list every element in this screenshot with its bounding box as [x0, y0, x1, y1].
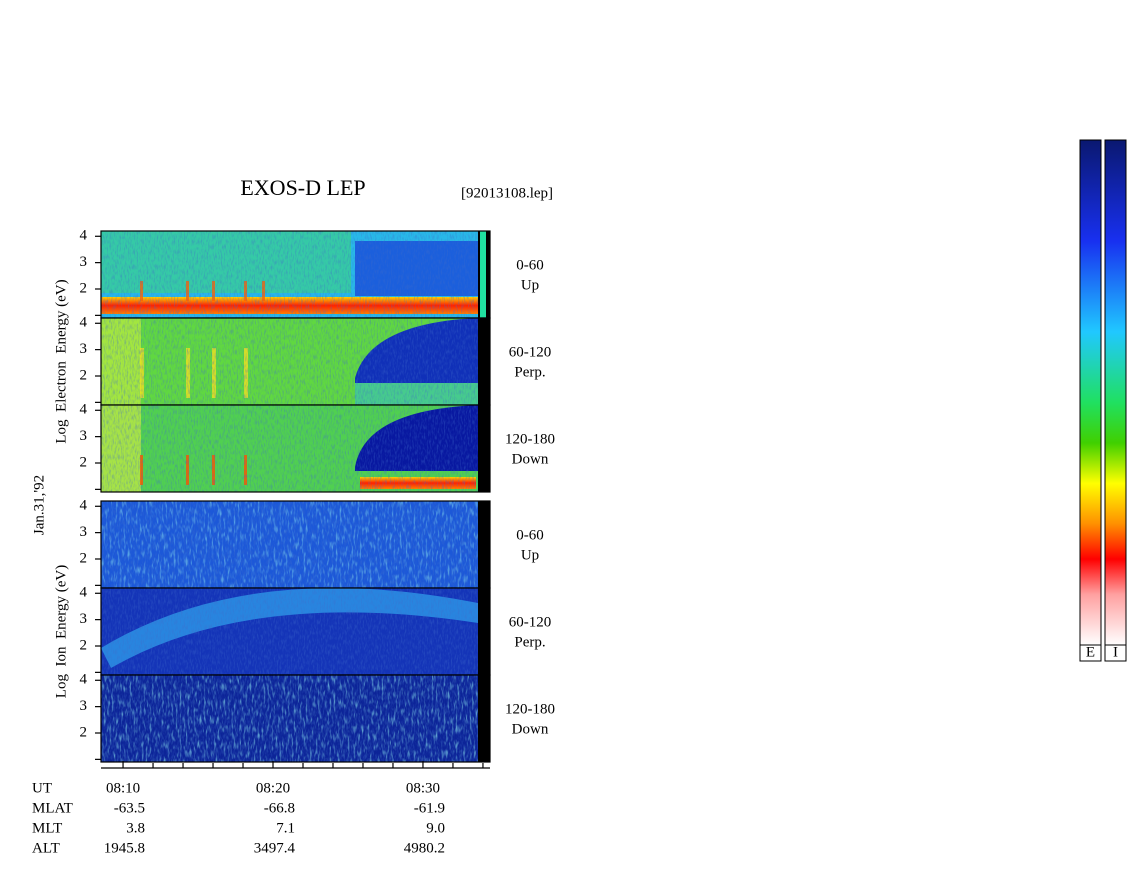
spectrum-noise — [101, 588, 478, 675]
no-data-strip — [478, 501, 490, 588]
row-value: 7.1 — [276, 820, 295, 836]
row-value: 4980.2 — [404, 840, 445, 856]
panel — [100, 500, 491, 589]
row-value: 3.8 — [126, 820, 145, 836]
panel-label: Up — [521, 547, 539, 563]
panel — [100, 404, 491, 493]
y-tick-label: 2 — [80, 724, 88, 740]
row-value: 3497.4 — [254, 840, 296, 856]
panel — [100, 674, 491, 763]
panel-label: 120-180 — [505, 431, 555, 447]
spectrum-noise — [101, 318, 478, 405]
y-tick-label: 3 — [80, 428, 88, 444]
row-value: 1945.8 — [104, 840, 145, 856]
panel — [100, 317, 491, 406]
no-data-strip — [480, 231, 486, 318]
row-label: ALT — [32, 840, 60, 856]
date-label: Jan.31,'92 — [31, 475, 47, 535]
panel-label: 0-60 — [516, 527, 544, 543]
y-tick-label: 4 — [80, 402, 88, 418]
panel-label: 120-180 — [505, 701, 555, 717]
spectrum-noise — [101, 231, 478, 318]
y-tick-label: 2 — [80, 637, 88, 653]
colorbars — [1079, 139, 1127, 662]
colorbar-label-box — [1079, 644, 1102, 662]
spectrum-noise — [101, 675, 478, 762]
x-tick-label: 08:10 — [106, 780, 140, 796]
y-tick-label: 4 — [80, 585, 88, 601]
row-label: UT — [32, 780, 52, 796]
chart-title: EXOS-D LEP — [240, 175, 365, 200]
no-data-strip — [478, 405, 490, 492]
row-value: -63.5 — [114, 800, 145, 816]
no-data-strip — [478, 588, 490, 675]
y-tick-label: 4 — [80, 672, 88, 688]
panel — [100, 587, 491, 676]
panel-label: 60-120 — [509, 344, 552, 360]
row-label: MLT — [32, 820, 62, 836]
y-tick-label: 3 — [80, 611, 88, 627]
y-tick-label: 2 — [80, 280, 88, 296]
panel-frame — [100, 404, 491, 493]
y-tick-label: 3 — [80, 254, 88, 270]
y-tick-label: 4 — [80, 228, 88, 244]
y-tick-label: 3 — [80, 524, 88, 540]
row-label: MLAT — [32, 800, 73, 816]
panel-label: Down — [512, 721, 549, 737]
panel-label: Perp. — [514, 634, 545, 650]
row-value: 9.0 — [426, 820, 445, 836]
spectrum-noise — [101, 501, 478, 588]
panel-label: 0-60 — [516, 257, 544, 273]
y-axis-label: Log Ion Energy (eV) — [53, 565, 69, 698]
colorbar-label: I — [1113, 644, 1118, 660]
y-tick-label: 3 — [80, 698, 88, 714]
panel-frame — [100, 674, 491, 763]
x-tick-label: 08:20 — [256, 780, 290, 796]
y-tick-label: 2 — [80, 550, 88, 566]
colorbar-label: E — [1086, 644, 1095, 660]
spectrum-noise — [101, 405, 478, 492]
row-value: -61.9 — [414, 800, 445, 816]
y-tick-label: 4 — [80, 315, 88, 331]
no-data-strip — [478, 318, 490, 405]
y-axis-label: Log Electron Energy (eV) — [53, 279, 69, 443]
panel-label: Perp. — [514, 364, 545, 380]
y-tick-label: 2 — [80, 454, 88, 470]
panel-label: 60-120 — [509, 614, 552, 630]
panel-label: Up — [521, 277, 539, 293]
colorbar — [1104, 139, 1127, 646]
x-tick-label: 08:30 — [406, 780, 440, 796]
panel-label: Down — [512, 451, 549, 467]
no-data-strip — [478, 675, 490, 762]
file-name: [92013108.lep] — [461, 185, 553, 201]
y-tick-label: 3 — [80, 341, 88, 357]
row-value: -66.8 — [264, 800, 295, 816]
colorbar — [1079, 139, 1102, 646]
panel — [100, 230, 491, 319]
y-tick-label: 4 — [80, 498, 88, 514]
y-tick-label: 2 — [80, 367, 88, 383]
colorbar-label-box — [1104, 644, 1127, 662]
